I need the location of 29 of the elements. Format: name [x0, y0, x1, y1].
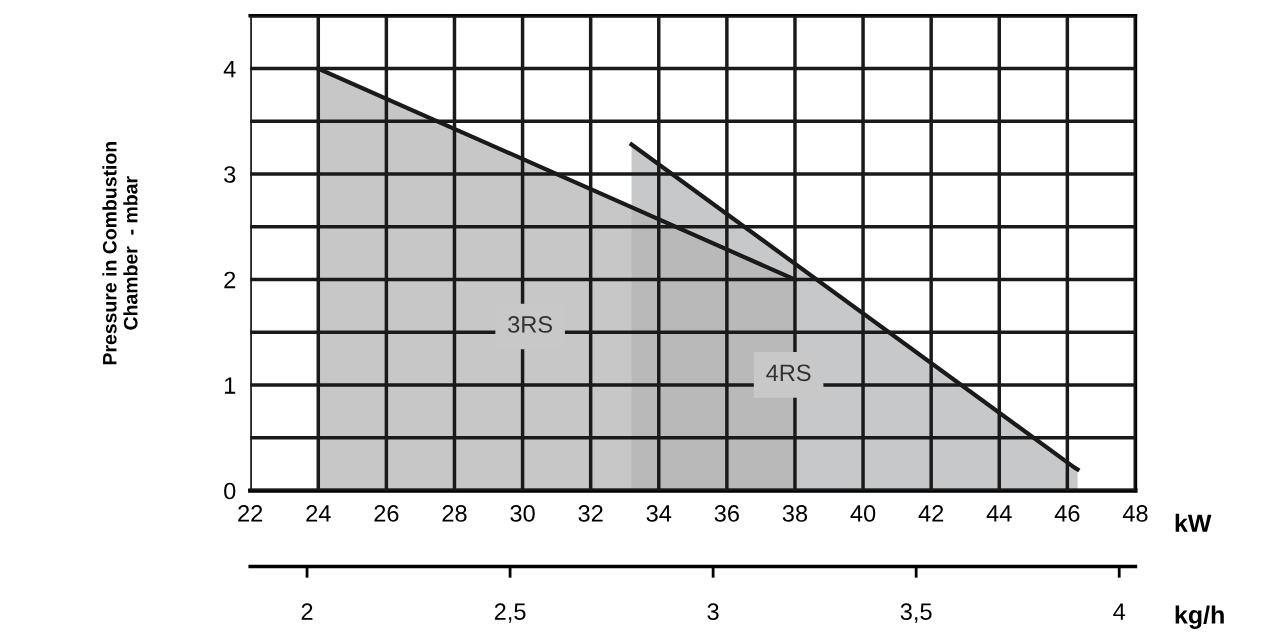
series-label: 3RS [508, 316, 553, 333]
series-label: 4RS [766, 364, 811, 382]
x-tick-label: 24 [306, 505, 331, 522]
x-tick-label: 28 [442, 505, 467, 522]
x2-tick-label: 3,5 [900, 603, 932, 623]
x-tick-label: 38 [782, 505, 808, 522]
x-tick-label: 34 [646, 505, 672, 522]
x-tick-label: 26 [374, 505, 399, 522]
x-tick-label: 42 [918, 505, 944, 522]
y-tick-label: 3 [224, 166, 236, 183]
x-tick-label: 46 [1054, 505, 1080, 522]
y-tick-label: 1 [224, 377, 236, 394]
x-axis-title: kW [1175, 513, 1212, 532]
y-axis-title: Pressure in Combustion Chamber - mbar [102, 142, 138, 365]
x-tick-label: 40 [850, 505, 876, 522]
x-tick-label: 32 [578, 505, 603, 522]
y-tick-label: 2 [224, 271, 236, 289]
y-tick-label: 4 [223, 60, 236, 78]
x-tick-label: 30 [510, 505, 535, 522]
x2-tick-label: 3 [707, 603, 719, 620]
x-tick-label: 48 [1122, 505, 1148, 522]
x-tick-label: 36 [714, 505, 739, 522]
y-tick-label: 0 [224, 482, 236, 500]
x-tick-label: 44 [986, 505, 1012, 522]
x2-tick-label: 4 [1113, 603, 1126, 620]
x-tick-label: 22 [238, 505, 263, 522]
x2-tick-label: 2 [301, 603, 313, 620]
x2-axis-title: kg/h [1175, 605, 1224, 629]
x2-tick-label: 2,5 [494, 603, 526, 623]
